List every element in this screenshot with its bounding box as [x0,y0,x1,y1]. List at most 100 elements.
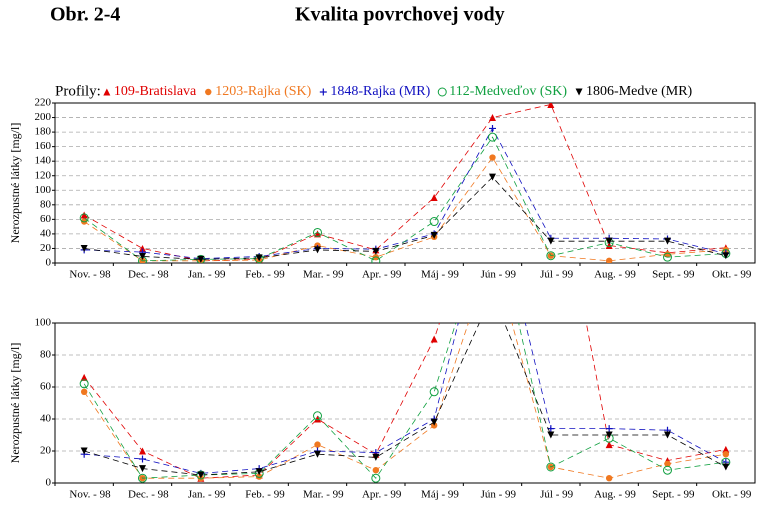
x-tick-label: Nov. - 98 [69,489,111,501]
marker [197,471,205,479]
marker [664,431,671,439]
series-line [83,103,726,262]
marker [663,252,672,262]
y-tick-label: 80 [40,349,52,361]
legend-label: Profily: [55,83,101,99]
legend-marker [205,88,212,96]
series-line [84,176,726,260]
y-tick-label: 120 [35,169,52,181]
marker [489,124,496,132]
y-axis-label: Nerozpustné látky [mg/l] [8,343,22,464]
x-tick-label: Okt. - 99 [712,269,752,281]
marker [664,237,671,245]
x-tick-label: Feb. - 99 [245,269,285,281]
y-tick-label: 200 [35,111,52,123]
marker [547,237,555,245]
legend-entry: 1806-Medve (MR) [586,84,692,99]
legend-marker [319,88,327,96]
x-tick-label: Nov. - 98 [69,269,111,281]
marker [138,473,147,483]
marker [663,465,672,475]
marker [314,415,321,423]
x-tick-label: Mar. - 99 [303,489,344,501]
y-axis-label: Nerozpustné látky [mg/l] [8,123,22,244]
marker [313,227,322,237]
y-tick-label: 60 [40,381,52,393]
x-tick-label: Jún - 99 [481,489,517,501]
marker [429,387,439,397]
x-tick-label: Máj - 99 [421,269,459,281]
x-tick-label: Aug. - 99 [594,269,636,281]
marker [79,213,89,223]
marker [605,425,613,433]
marker [371,256,381,263]
series-layer [79,103,731,263]
figure-label: Obr. 2-4 [50,4,120,26]
marker [489,173,496,181]
marker [429,217,439,227]
x-tick-label: Apr. - 99 [362,269,402,281]
x-tick-label: Jan. - 99 [188,489,226,501]
x-tick-label: Jún - 99 [481,269,517,281]
x-tick-label: Dec. - 98 [128,489,169,501]
x-tick-label: Okt. - 99 [712,489,752,501]
marker [139,447,146,455]
marker [313,411,322,421]
marker [605,237,613,245]
marker [546,251,556,261]
marker [79,379,89,389]
x-tick-label: Júl - 99 [540,269,574,281]
y-tick-label: 0 [46,477,52,489]
marker [80,211,88,219]
marker [605,431,613,439]
marker [488,132,497,142]
marker [722,445,730,453]
y-tick-label: 220 [35,97,52,109]
y-tick-label: 20 [40,242,52,254]
marker [664,460,671,467]
x-tick-label: Aug. - 99 [594,489,636,501]
y-tick-label: 100 [35,317,52,329]
legend-marker [437,87,447,97]
marker [546,462,556,472]
marker [80,447,88,455]
marker [372,453,380,461]
marker [605,242,613,250]
legend-entry: 109-Bratislava [114,84,197,99]
marker [489,114,496,122]
marker [489,154,496,161]
marker [314,246,321,254]
x-tick-label: Jan. - 99 [188,269,226,281]
marker [139,252,146,260]
marker [255,468,263,476]
marker [255,473,263,480]
marker [372,247,380,255]
marker [80,388,88,395]
marker [314,450,321,458]
marker [430,418,438,426]
x-tick-label: Dec. - 98 [128,269,169,281]
marker [80,244,88,252]
x-tick-label: Sept. - 99 [652,489,695,501]
x-tick-label: Júl - 99 [540,489,574,501]
marker [430,335,438,343]
marker [489,202,497,210]
y-tick-label: 140 [35,155,52,167]
x-tick-label: Sept. - 99 [652,269,695,281]
legend-marker [575,88,583,96]
marker [197,255,205,263]
marker [430,194,438,202]
marker [489,291,496,298]
marker [489,184,496,191]
x-tick-label: Apr. - 99 [362,489,402,501]
series-layer [79,184,731,483]
marker [80,373,88,381]
y-tick-label: 160 [35,140,52,152]
marker [722,252,730,260]
series-line [84,323,727,476]
series-line [84,323,727,474]
marker [371,473,381,483]
marker [139,455,146,463]
series-line [83,156,726,262]
marker [664,251,671,258]
